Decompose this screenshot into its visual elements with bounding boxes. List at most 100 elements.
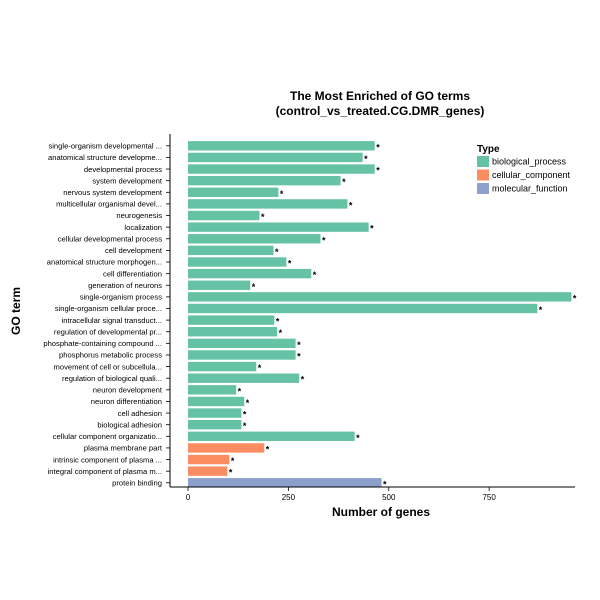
category-label: neuron development <box>93 386 163 395</box>
category-label: single-organism developmental ... <box>48 142 162 151</box>
category-label: protein binding <box>112 478 162 487</box>
significance-star: * <box>261 212 265 222</box>
category-label: intrinsic component of plasma ... <box>53 455 162 464</box>
legend-swatch <box>477 169 489 181</box>
significance-star: * <box>573 293 577 303</box>
legend-items: biological_process cellular_componentmole… <box>477 156 571 194</box>
category-label: cellular component organizatio... <box>53 432 162 441</box>
chart-title-line-1: The Most Enriched of GO terms <box>290 89 470 103</box>
category-label: cell development <box>105 246 163 255</box>
y-axis-title: GO term <box>9 287 23 335</box>
bars-group <box>188 141 572 488</box>
chart-title-line-2: (control_vs_treated.CG.DMR_genes) <box>276 104 485 118</box>
bar <box>188 361 257 372</box>
significance-star: * <box>539 305 543 315</box>
significance-star: * <box>356 433 360 443</box>
bar <box>188 408 242 418</box>
bar <box>188 373 300 383</box>
significance-star: * <box>243 421 247 431</box>
significance-star: * <box>322 235 326 245</box>
bar <box>188 175 341 186</box>
category-label: multicellular organismal devel... <box>56 200 162 209</box>
bar <box>188 280 251 290</box>
category-label: developmental process <box>84 165 162 174</box>
category-label: regulation of developmental pr... <box>54 327 162 336</box>
significance-star: * <box>288 259 292 269</box>
significance-star: * <box>266 444 270 454</box>
bar <box>188 443 265 453</box>
bar <box>188 431 355 442</box>
x-axis-ticks-group: 0 250 500 750 <box>186 487 496 502</box>
category-label: single-organism process <box>80 293 163 302</box>
bar <box>188 152 363 163</box>
category-label: biological adhesion <box>97 420 162 429</box>
legend-label: biological_process <box>492 157 567 167</box>
bar <box>188 199 348 209</box>
legend-label: molecular_function <box>492 184 568 194</box>
legend-title: Type <box>477 144 500 155</box>
significance-star: * <box>275 247 279 257</box>
bar <box>188 222 369 232</box>
significance-star: * <box>297 340 301 350</box>
significance-star: * <box>297 351 301 361</box>
bar <box>188 268 312 279</box>
bar <box>188 385 237 395</box>
category-label: nervous system development <box>63 188 163 197</box>
bar <box>188 466 228 476</box>
category-labels-group: single-organism developmental ... anatomi… <box>43 142 170 487</box>
category-label: system development <box>92 176 163 185</box>
category-label: regulation of biological quali... <box>62 374 162 383</box>
significance-stars-group: ****************************** <box>229 142 577 489</box>
bar <box>188 303 538 314</box>
bar <box>188 419 242 430</box>
x-tick-label: 250 <box>282 493 296 502</box>
category-label: neurogenesis <box>116 211 162 220</box>
x-tick-label: 750 <box>482 493 496 502</box>
legend: Type biological_process cellular_componen… <box>477 144 571 194</box>
significance-star: * <box>243 410 247 420</box>
category-label: cellular developmental process <box>58 234 162 243</box>
bar <box>188 141 375 151</box>
category-label: phosphate-containing compound ... <box>43 339 162 348</box>
category-label: generation of neurons <box>88 281 162 290</box>
bar <box>188 454 230 465</box>
x-tick-label: 0 <box>186 493 191 502</box>
category-label: cell differentiation <box>103 269 162 278</box>
legend-swatch <box>477 156 489 167</box>
bar <box>188 257 287 267</box>
bar <box>188 245 274 256</box>
significance-star: * <box>370 224 374 234</box>
category-label: anatomical structure morphogen... <box>47 258 162 267</box>
significance-star: * <box>246 398 250 408</box>
significance-star: * <box>376 166 380 176</box>
significance-star: * <box>383 479 387 489</box>
category-label: neuron differentiation <box>91 397 162 406</box>
category-label: intracellular signal transduct... <box>62 316 162 325</box>
significance-star: * <box>376 142 380 152</box>
bar <box>188 315 275 325</box>
significance-star: * <box>349 200 353 210</box>
bar <box>188 350 296 360</box>
significance-star: * <box>279 328 283 338</box>
significance-star: * <box>252 282 256 292</box>
category-label: anatomical structure developme... <box>48 153 162 162</box>
bar <box>188 210 260 221</box>
legend-swatch <box>477 183 489 194</box>
significance-star: * <box>364 154 368 164</box>
legend-label: cellular_component <box>492 170 571 180</box>
category-label: localization <box>124 223 162 232</box>
significance-star: * <box>280 189 284 199</box>
bar <box>188 164 375 174</box>
significance-star: * <box>258 363 262 373</box>
bar <box>188 187 279 197</box>
bar <box>188 292 572 302</box>
category-label: phosphorus metabolic process <box>59 351 162 360</box>
significance-star: * <box>276 317 280 327</box>
category-label: cell adhesion <box>118 409 162 418</box>
category-label: plasma membrane part <box>84 444 163 453</box>
bar <box>188 338 296 349</box>
category-label: integral component of plasma m... <box>48 467 162 476</box>
bar <box>188 396 245 407</box>
significance-star: * <box>342 177 346 187</box>
